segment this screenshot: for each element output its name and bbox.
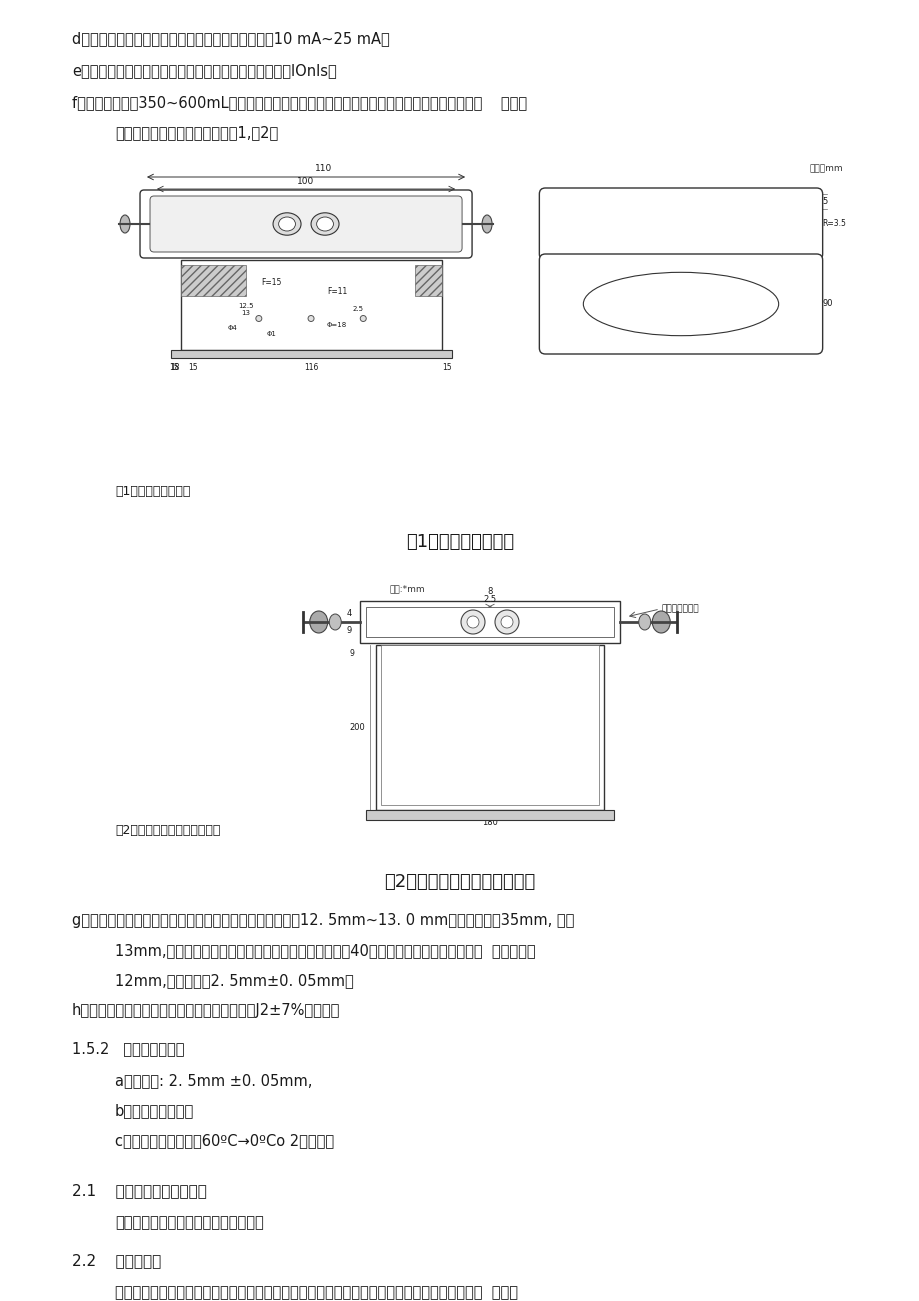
Text: 13mm,电极轴心应水平，电极浸入试样的深度应至少为40厘。电极任一部分离杯壁或摔  拌器不小于: 13mm,电极轴心应水平，电极浸入试样的深度应至少为40厘。电极任一部分离杯壁或… <box>115 943 535 958</box>
Text: 200: 200 <box>349 723 365 732</box>
Text: 15: 15 <box>187 363 198 372</box>
Text: 100: 100 <box>297 177 314 186</box>
Text: 图1试样杯和球形电极: 图1试样杯和球形电极 <box>115 485 190 498</box>
Text: 110: 110 <box>673 262 688 271</box>
Text: c）石油酸：分析纯，60ºC→0ºCo 2检测准备: c）石油酸：分析纯，60ºC→0ºCo 2检测准备 <box>115 1133 334 1147</box>
Ellipse shape <box>501 615 513 628</box>
Text: 116: 116 <box>303 363 318 372</box>
Text: 15: 15 <box>168 363 178 372</box>
Ellipse shape <box>494 610 518 634</box>
Text: 18: 18 <box>170 363 179 372</box>
Text: 2.2    电极的准备: 2.2 电极的准备 <box>72 1253 161 1268</box>
Bar <box>366 608 613 637</box>
Bar <box>380 645 599 805</box>
Text: 2.5: 2.5 <box>482 595 496 604</box>
FancyBboxPatch shape <box>539 254 822 354</box>
Ellipse shape <box>273 213 301 235</box>
Text: 9: 9 <box>346 626 352 635</box>
Text: d）短路电流：升压变压器及相关电路的短路电流在10 mA~25 mA。: d）短路电流：升压变压器及相关电路的短路电流在10 mA~25 mA。 <box>72 31 390 46</box>
Text: 检查环境、人员、价器满足检测要求。: 检查环境、人员、价器满足检测要求。 <box>115 1215 264 1229</box>
Text: 单位：mm: 单位：mm <box>809 164 842 173</box>
Text: 图2试样杯和球流形电极示意图: 图2试样杯和球流形电极示意图 <box>115 824 221 837</box>
Bar <box>180 265 245 297</box>
Ellipse shape <box>316 217 333 232</box>
Ellipse shape <box>278 217 295 232</box>
Text: e）断开时间：达到试样击穿电流时，断开电压时间小于lOnls。: e）断开时间：达到试样击穿电流时，断开电压时间小于lOnls。 <box>72 62 336 78</box>
Text: Φ1: Φ1 <box>267 330 277 337</box>
Text: h）极上电压：近似正弦的波形，该峰値因数在J2±7%范围内。: h）极上电压：近似正弦的波形，该峰値因数在J2±7%范围内。 <box>72 1003 340 1017</box>
Ellipse shape <box>119 215 130 233</box>
Ellipse shape <box>652 611 670 634</box>
Bar <box>415 265 441 297</box>
Text: F=11: F=11 <box>326 288 346 297</box>
Text: 4: 4 <box>346 609 352 618</box>
Text: a）标准规: 2. 5mm ±0. 05mm,: a）标准规: 2. 5mm ±0. 05mm, <box>115 1073 312 1088</box>
Text: 9: 9 <box>348 648 354 657</box>
Ellipse shape <box>482 215 492 233</box>
Text: R=3.5: R=3.5 <box>822 220 845 229</box>
Ellipse shape <box>583 272 777 336</box>
Bar <box>180 260 441 350</box>
Text: 12mm,电极间距为2. 5mm±0. 05mm。: 12mm,电极间距为2. 5mm±0. 05mm。 <box>115 973 354 987</box>
Text: 62: 62 <box>312 232 323 241</box>
Ellipse shape <box>329 614 341 630</box>
Text: b）丙酮：分析纯。: b）丙酮：分析纯。 <box>115 1103 194 1118</box>
Text: f）油杯：体积在350~600mL之间，应带有盖子，由络缘材料制成，应透明，且对络缘油及所用    清洗剂: f）油杯：体积在350~600mL之间，应带有盖子，由络缘材料制成，应透明，且对… <box>72 95 527 111</box>
Text: F=15: F=15 <box>261 278 282 288</box>
FancyBboxPatch shape <box>539 189 822 260</box>
Text: 2.5: 2.5 <box>352 307 363 312</box>
Text: 环氧树脂: 环氧树脂 <box>360 202 380 211</box>
Ellipse shape <box>311 213 339 235</box>
Text: 5: 5 <box>822 196 827 206</box>
Ellipse shape <box>460 610 484 634</box>
Ellipse shape <box>255 316 262 321</box>
FancyBboxPatch shape <box>150 196 461 252</box>
Text: 110: 110 <box>315 164 333 173</box>
Text: Φ=18: Φ=18 <box>326 321 346 328</box>
Text: 新电极或未按正确方式存放较长一段时间的电极，使用前应用丙酮或石油酸清洗电极各表面且晩  干。表: 新电极或未按正确方式存放较长一段时间的电极，使用前应用丙酮或石油酸清洗电极各表面… <box>115 1285 517 1300</box>
FancyBboxPatch shape <box>140 190 471 258</box>
Text: Φ4: Φ4 <box>228 324 237 330</box>
Text: 1.5.2   试剂与材料要求: 1.5.2 试剂与材料要求 <box>72 1041 185 1056</box>
Text: 具有化学惰性；典型试样杯见图1,图2。: 具有化学惰性；典型试样杯见图1,图2。 <box>115 125 278 141</box>
Bar <box>359 601 619 643</box>
Text: R=25: R=25 <box>670 299 691 308</box>
Ellipse shape <box>308 316 313 321</box>
Text: 2.1    环境、人员、价器准备: 2.1 环境、人员、价器准备 <box>72 1183 207 1198</box>
Text: 图1试样杯和球形电极: 图1试样杯和球形电极 <box>405 533 514 552</box>
Ellipse shape <box>467 615 479 628</box>
Text: 180: 180 <box>482 818 497 827</box>
Bar <box>365 811 614 820</box>
Bar <box>170 350 451 358</box>
Ellipse shape <box>638 614 650 630</box>
Text: 图2试样杯和球盖形电极示意图: 图2试样杯和球盖形电极示意图 <box>384 873 535 891</box>
Text: 90: 90 <box>822 299 833 308</box>
Text: 单位:*mm: 单位:*mm <box>390 584 425 593</box>
Text: 8: 8 <box>487 587 493 596</box>
Text: 15: 15 <box>441 363 451 372</box>
Text: g）电极：由磨光的铜、黄铜或不锈销材料制成，球形直径12. 5mm~13. 0 mm；球盖形半卉35mm, 盖厚: g）电极：由磨光的铜、黄铜或不锈销材料制成，球形直径12. 5mm~13. 0 … <box>72 913 573 928</box>
Bar <box>375 645 604 811</box>
Ellipse shape <box>310 611 327 634</box>
Text: 甲基丙烯酸甲酯: 甲基丙烯酸甲酯 <box>662 605 698 614</box>
Text: 20: 20 <box>301 239 311 248</box>
Ellipse shape <box>360 316 366 321</box>
Text: 62: 62 <box>289 232 299 241</box>
Text: 12.5
13: 12.5 13 <box>238 303 254 316</box>
